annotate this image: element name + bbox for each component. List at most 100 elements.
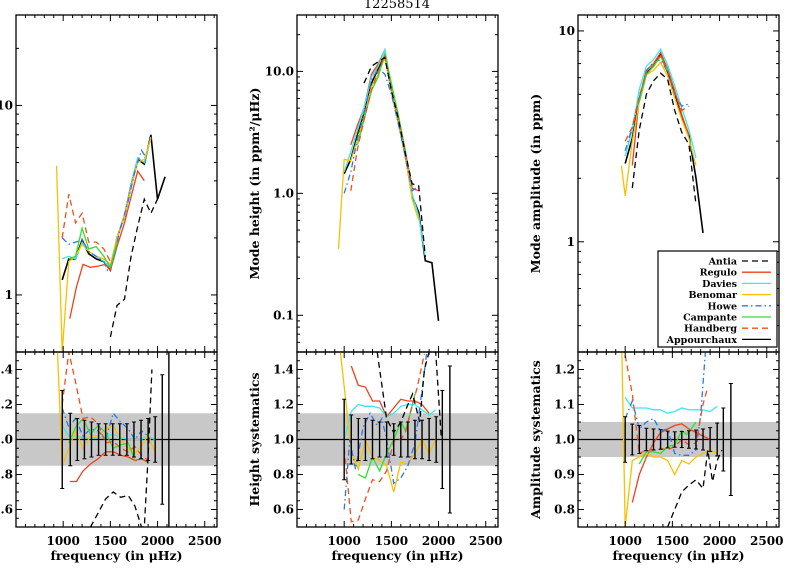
y-axis-label: Height systematics [247, 372, 262, 506]
y-tick-label: .0 [0, 433, 13, 447]
y-tick-label: 0.8 [273, 468, 294, 482]
y-tick-label: 10 [0, 98, 13, 112]
series-howe [61, 148, 147, 272]
x-tick-label: 1500 [375, 534, 408, 548]
x-tick-label: 2000 [703, 534, 736, 548]
y-tick-label: 1.0 [554, 433, 575, 447]
panel-amplitude-systematics: 1000 1500 2000 2500 frequency (in μHz) 0.8 0.9… [528, 351, 783, 563]
y-tick-label: 1.2 [273, 398, 294, 412]
plot-area [578, 352, 779, 527]
panel-linewidth-systematics: 1000 1500 2000 2500 frequency (in μHz) .6 .8 .0… [0, 351, 221, 563]
legend-label: Regulo [700, 268, 737, 279]
axes-frame [15, 14, 218, 353]
series-handberg [61, 194, 111, 262]
y-tick-label: 1.0 [273, 433, 294, 447]
series-howe [343, 352, 428, 510]
y-tick-label: 1.1 [554, 398, 575, 412]
plot-area [337, 47, 440, 321]
x-tick-label: 2000 [422, 534, 455, 548]
axes-frame [296, 14, 499, 353]
y-tick-label: 0.1 [273, 308, 294, 322]
y-axis-label: Mode height (in ppm²/μHz) [247, 88, 262, 280]
legend: AntiaReguloDaviesBenomarHoweCampanteHand… [657, 250, 778, 348]
series-benomar [620, 61, 697, 196]
series-handberg [343, 353, 426, 523]
y-tick-label: 1 [5, 288, 13, 302]
x-tick-label: 2500 [188, 534, 221, 548]
y-tick-label: 0.6 [273, 503, 294, 517]
series-benomar [55, 138, 152, 352]
plot-area [55, 134, 166, 352]
legend-label: Campante [683, 313, 737, 324]
y-tick-label: 1 [567, 235, 575, 249]
legend-box [657, 250, 778, 348]
y-axis-label: Amplitude systematics [528, 360, 543, 520]
x-tick-label: 2500 [750, 534, 783, 548]
figure-title: 12258514 [364, 0, 430, 12]
x-tick-label: 1500 [656, 534, 689, 548]
legend-label: Davies [702, 279, 737, 290]
series-benomar [621, 352, 718, 527]
panel-linewidth: 1 10 [0, 14, 218, 353]
y-tick-label: 1.2 [554, 363, 575, 377]
series-antia [376, 352, 443, 440]
panel-amplitude: 1 10 Mode amplitude (in ppm) AntiaReguloDav… [528, 14, 780, 353]
panel-height-systematics: 1000 1500 2000 2500 frequency (in μHz) 0.6 0.8… [247, 351, 502, 563]
x-axis-label: frequency (in μHz) [612, 548, 744, 563]
y-tick-label: 1.0 [273, 186, 294, 200]
x-tick-label: 2000 [141, 534, 174, 548]
y-tick-label: 0.8 [554, 503, 575, 517]
series-howe [624, 352, 707, 456]
y-tick-label: 10.0 [265, 64, 294, 78]
series-campante [68, 225, 118, 269]
x-axis-label: frequency (in μHz) [331, 548, 463, 563]
series-davies [624, 397, 718, 414]
series-antia [363, 56, 426, 258]
legend-label: Appourchaux [666, 335, 738, 346]
plot-area [620, 47, 704, 234]
y-tick-label: 10 [558, 24, 575, 38]
series-antia [631, 72, 697, 205]
series-regulo [350, 365, 430, 419]
series-howe [343, 67, 420, 194]
series-davies [343, 47, 426, 258]
y-axis-label: Mode amplitude (in ppm) [528, 94, 543, 273]
legend-label: Antia [708, 257, 737, 268]
legend-label: Handberg [684, 324, 737, 335]
series-regulo [69, 451, 149, 483]
series-handberg [61, 352, 149, 462]
series-regulo [69, 169, 145, 319]
series-campante [356, 53, 407, 152]
y-tick-label: .2 [0, 398, 13, 412]
y-tick-label: 1.4 [273, 363, 294, 377]
plot-area [297, 352, 498, 523]
series-campante [68, 417, 136, 461]
series-regulo [631, 51, 690, 166]
series-campante [638, 54, 669, 103]
y-tick-label: .8 [0, 468, 13, 482]
series-davies [343, 403, 437, 440]
x-tick-label: 1500 [94, 534, 127, 548]
y-tick-label: .4 [0, 363, 13, 377]
series-appourchaux [343, 53, 440, 321]
series-antia [109, 197, 159, 338]
legend-label: Benomar [688, 290, 738, 301]
x-tick-label: 1000 [46, 534, 79, 548]
series-handberg [624, 54, 690, 142]
series-davies [61, 137, 152, 269]
x-tick-label: 1000 [327, 534, 360, 548]
y-tick-label: 0.9 [554, 468, 575, 482]
x-tick-label: 2500 [469, 534, 502, 548]
x-axis-label: frequency (in μHz) [50, 548, 182, 563]
series-appourchaux [624, 53, 704, 234]
series-davies [624, 47, 697, 159]
x-tick-label: 1000 [608, 534, 641, 548]
plot-area [16, 352, 217, 527]
series-antia [666, 449, 723, 527]
series-benomar [339, 352, 437, 493]
legend-label: Howe [707, 301, 737, 312]
y-tick-label: .6 [0, 503, 13, 517]
